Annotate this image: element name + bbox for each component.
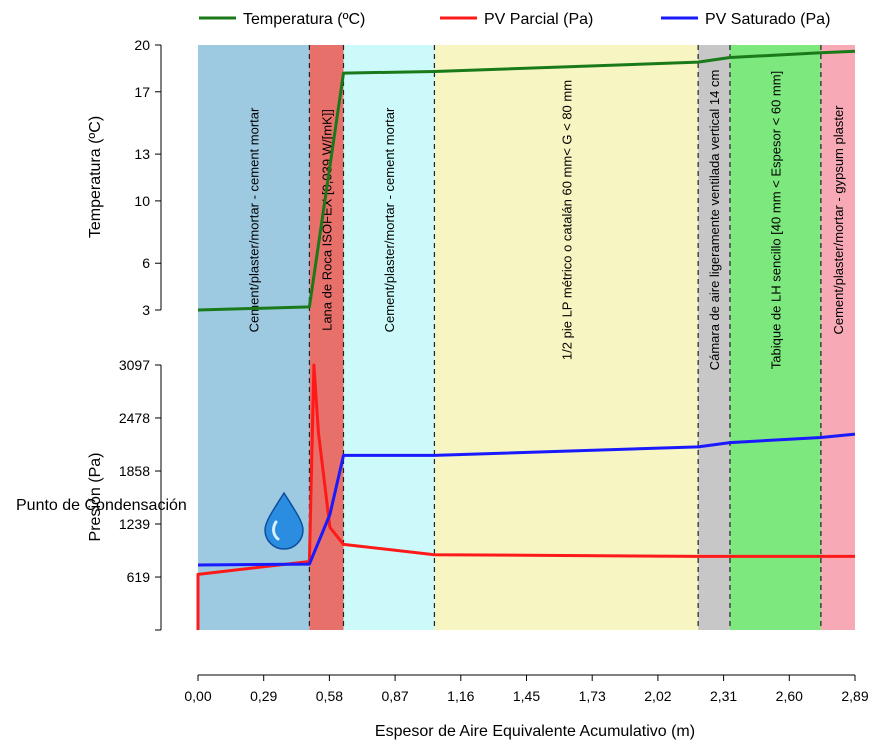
layer-label-4: Cámara de aire ligeramente ventilada ver… [707, 70, 722, 371]
x-tick-label-3: 0,87 [381, 688, 408, 704]
layer-label-3: 1/2 pie LP métrico o catalán 60 mm< G < … [559, 80, 574, 360]
temperature-tick-label-5: 20 [134, 37, 150, 53]
series-line-0 [197, 49, 856, 312]
x-tick-label-10: 2,89 [841, 688, 868, 704]
temperature-tick-label-3: 13 [134, 146, 150, 162]
x-tick-label-0: 0,00 [184, 688, 211, 704]
layer-label-0: Cement/plaster/mortar - cement mortar [247, 107, 262, 332]
pressure-tick-label-4: 3097 [119, 357, 150, 373]
axes: 3 6 10 13 17 20 619 1239 1858 2478 3097 0,00 0,29 0,5… [119, 37, 869, 704]
x-axis-title: Espesor de Aire Equivalente Acumulativo … [375, 723, 695, 740]
layer-band-1 [309, 45, 344, 630]
temperature-tick-label-4: 17 [134, 84, 150, 100]
temperature-tick-label-2: 10 [134, 193, 150, 209]
temperature-tick-label-0: 3 [142, 302, 150, 318]
layer-bands [198, 45, 855, 630]
layer-labels: Cement/plaster/mortar - cement mortar Lan… [247, 70, 846, 371]
x-tick-label-5: 1,45 [513, 688, 540, 704]
layer-band-2 [343, 45, 435, 630]
x-tick-label-9: 2,60 [776, 688, 803, 704]
legend-label-0: Temperatura (ºC) [243, 11, 365, 28]
x-tick-label-1: 0,29 [250, 688, 277, 704]
x-tick-label-7: 2,02 [644, 688, 671, 704]
legend-label-2: PV Saturado (Pa) [705, 11, 830, 28]
x-tick-label-6: 1,73 [579, 688, 606, 704]
condensation-label: Punto de Condensación [16, 497, 187, 514]
water-drop-icon [264, 491, 304, 550]
temperature-axis-title: Temperatura (ºC) [87, 116, 104, 238]
pressure-tick-label-0: 619 [127, 569, 151, 585]
layer-band-3 [434, 45, 699, 630]
layer-label-6: Cement/plaster/mortar - gypsum plaster [831, 105, 846, 335]
legend-label-1: PV Parcial (Pa) [484, 11, 593, 28]
layer-band-6 [820, 45, 855, 630]
layer-band-5 [729, 45, 821, 630]
pressure-tick-label-2: 1858 [119, 463, 150, 479]
layer-label-2: Cement/plaster/mortar - cement mortar [382, 107, 397, 332]
x-tick-label-8: 2,31 [710, 688, 737, 704]
layer-label-5: Tabique de LH sencillo [40 mm < Espesor … [768, 71, 783, 369]
temperature-tick-label-1: 6 [142, 255, 150, 271]
x-tick-label-2: 0,58 [316, 688, 343, 704]
series-lines [196, 49, 856, 630]
series-line-2 [197, 432, 856, 567]
legend: Temperatura (ºC) PV Parcial (Pa) PV Satura… [199, 11, 830, 28]
pressure-axis-title: Presión (Pa) [87, 453, 104, 542]
layer-band-4 [698, 45, 730, 630]
x-tick-label-4: 1,16 [447, 688, 474, 704]
condensation-annotation: Punto de Condensación [16, 491, 304, 550]
pressure-tick-label-3: 2478 [119, 410, 150, 426]
pressure-tick-label-1: 1239 [119, 516, 150, 532]
